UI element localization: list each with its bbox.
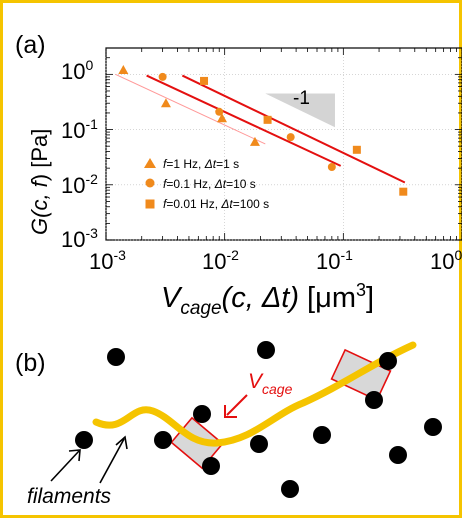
network-node bbox=[154, 431, 172, 449]
slope-triangle bbox=[265, 93, 335, 128]
x-tick-label: 10-2 bbox=[202, 247, 239, 274]
filament-arrow-left bbox=[50, 450, 80, 482]
filaments-label: filaments bbox=[27, 485, 112, 508]
fit-line-0p1hz bbox=[146, 74, 342, 167]
legend-marker-circle bbox=[145, 178, 155, 188]
data-point-triangle bbox=[118, 64, 129, 74]
slope-label: -1 bbox=[293, 88, 310, 109]
filament-line bbox=[92, 341, 417, 447]
vcage-arrow-shaft bbox=[226, 394, 248, 416]
grid-lines bbox=[105, 48, 462, 241]
network-node bbox=[281, 480, 299, 498]
data-point-square bbox=[399, 187, 408, 196]
network-node bbox=[75, 431, 93, 449]
network-node bbox=[202, 457, 220, 475]
x-tick-labels: 10-3 10-2 10-1 100 bbox=[89, 247, 462, 274]
network-node bbox=[424, 418, 442, 436]
network-node bbox=[257, 341, 275, 359]
figure-canvas: (a) -1 100 10-1 10-2 10-3 10-3 10-2 10-1… bbox=[15, 31, 462, 508]
vcage-label: Vcage bbox=[248, 370, 293, 397]
network-node bbox=[107, 348, 125, 366]
x-tick-label: 10-3 bbox=[89, 247, 126, 274]
legend-entry-1hz: f=1 Hz, Δt=1 s bbox=[163, 157, 239, 171]
network-node bbox=[379, 352, 397, 370]
panel-b-label: (b) bbox=[15, 349, 46, 377]
fit-line-1hz bbox=[115, 73, 266, 145]
legend-entry-0p01hz: f=0.01 Hz, Δt=100 s bbox=[163, 197, 269, 211]
y-axis-label: G(c, f) [Pa] bbox=[27, 129, 52, 235]
filament-arrow-right bbox=[99, 438, 125, 484]
data-point-circle bbox=[327, 162, 336, 171]
y-tick-label: 10-1 bbox=[61, 116, 98, 143]
legend: f=1 Hz, Δt=1 s f=0.1 Hz, Δt=10 s f=0.01 … bbox=[144, 157, 269, 211]
y-tick-label: 10-3 bbox=[61, 225, 98, 252]
data-point-circle bbox=[286, 133, 295, 142]
network-schematic: Vcage filaments bbox=[27, 341, 442, 508]
data-point-square bbox=[352, 145, 361, 154]
network-node bbox=[389, 446, 407, 464]
legend-marker-triangle bbox=[144, 158, 156, 168]
data-point-triangle bbox=[249, 136, 260, 146]
data-point-square bbox=[263, 115, 272, 124]
x-tick-label: 10-1 bbox=[316, 247, 353, 274]
y-tick-label: 100 bbox=[61, 57, 93, 84]
panel-a-label: (a) bbox=[15, 31, 46, 59]
x-axis-label: Vcage(c, Δt) [μm3] bbox=[161, 280, 374, 319]
data-markers bbox=[118, 64, 408, 196]
network-node bbox=[365, 391, 383, 409]
minor-ticks bbox=[105, 47, 462, 241]
network-node bbox=[250, 435, 268, 453]
network-node bbox=[313, 426, 331, 444]
y-tick-labels: 100 10-1 10-2 10-3 bbox=[61, 57, 98, 252]
y-tick-label: 10-2 bbox=[61, 171, 98, 198]
x-tick-label: 100 bbox=[430, 247, 462, 274]
legend-marker-square bbox=[145, 199, 155, 209]
data-point-square bbox=[200, 76, 209, 85]
data-point-circle bbox=[215, 107, 224, 116]
legend-entry-0p1hz: f=0.1 Hz, Δt=10 s bbox=[163, 177, 256, 191]
data-point-triangle bbox=[217, 113, 228, 123]
data-point-circle bbox=[158, 72, 167, 81]
fit-line-0p01hz bbox=[181, 74, 406, 184]
network-node bbox=[193, 405, 211, 423]
vcage-arrow-head bbox=[224, 405, 237, 418]
filament-arrow-right-head bbox=[115, 435, 128, 450]
data-point-triangle bbox=[160, 98, 171, 108]
filament-arrow-left-head bbox=[68, 449, 81, 462]
